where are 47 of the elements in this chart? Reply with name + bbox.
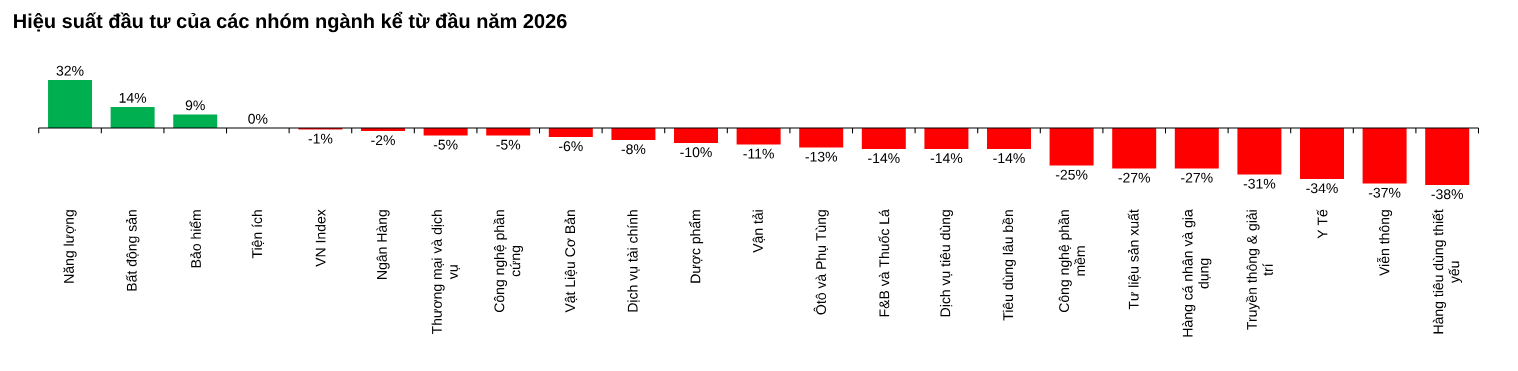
- chart-title: Hiệu suất đầu tư của các nhóm ngành kể từ đầu năm 2026: [14, 11, 567, 33]
- x-tick-label: Tiện ích: [251, 210, 265, 259]
- data-label: -5%: [496, 139, 521, 150]
- data-label: -2%: [371, 135, 395, 146]
- x-tick-label: Y Tế: [1316, 209, 1328, 239]
- data-label: -37%: [1368, 187, 1401, 198]
- data-label: -27%: [1181, 172, 1213, 183]
- data-label: -14%: [930, 153, 963, 164]
- data-label: -1%: [308, 133, 333, 144]
- x-tick-label: Công nghệ phần mềm: [1058, 210, 1086, 313]
- x-tick-label: Hàng tiêu dùng thiết yếu: [1432, 209, 1463, 334]
- x-tick-label: Tư liệu sản xuất: [1127, 209, 1141, 310]
- x-tick-label: Công nghệ phần cứng: [493, 210, 524, 313]
- x-tick-label: Dược phẩm: [688, 210, 704, 283]
- data-label: -8%: [621, 144, 646, 155]
- x-tick-label: Ngân Hàng: [376, 210, 390, 279]
- data-label: -25%: [1055, 169, 1088, 180]
- data-label: -31%: [1243, 178, 1276, 189]
- x-tick-label: VN Index: [315, 209, 326, 267]
- x-tick-label: Tiêu dùng lâu bền: [1002, 210, 1016, 321]
- x-tick-label: Năng lượng: [63, 210, 77, 283]
- data-label: -6%: [559, 141, 583, 152]
- data-label: -14%: [868, 153, 900, 164]
- data-label: 14%: [119, 92, 147, 103]
- data-label: 0%: [248, 113, 268, 124]
- data-label: -34%: [1306, 183, 1338, 194]
- x-tick-label: Thương mại và dịch vụ: [431, 210, 460, 335]
- x-tick-label: Dịch vụ tài chính: [627, 210, 640, 312]
- data-label: -11%: [743, 148, 774, 159]
- x-tick-label: F&B và Thuốc Lá: [878, 209, 890, 317]
- x-tick-label: Bất động sản: [125, 210, 140, 291]
- x-tick-label: Hàng cá nhân và gia dụng: [1182, 209, 1212, 337]
- x-tick-label: Ôtô và Phụ Tùng: [813, 210, 829, 315]
- data-label: 32%: [56, 65, 84, 76]
- data-label: 9%: [185, 100, 205, 111]
- data-label: -10%: [680, 147, 712, 158]
- data-label: -13%: [805, 151, 838, 162]
- x-tick-label: Dịch vụ tiêu dùng: [939, 210, 954, 317]
- x-tick-label: Truyền thông & giải trí: [1245, 210, 1273, 330]
- data-label: -14%: [993, 153, 1025, 164]
- x-tick-label: Bảo hiểm: [189, 210, 201, 268]
- data-label: -5%: [433, 139, 458, 150]
- data-label: -27%: [1118, 172, 1151, 183]
- data-label: -38%: [1431, 189, 1464, 200]
- x-tick-label: Vật Liệu Cơ Bản: [564, 210, 578, 313]
- x-tick-label: Viễn thông: [1377, 210, 1393, 276]
- x-tick-label: Vận tải: [752, 210, 765, 253]
